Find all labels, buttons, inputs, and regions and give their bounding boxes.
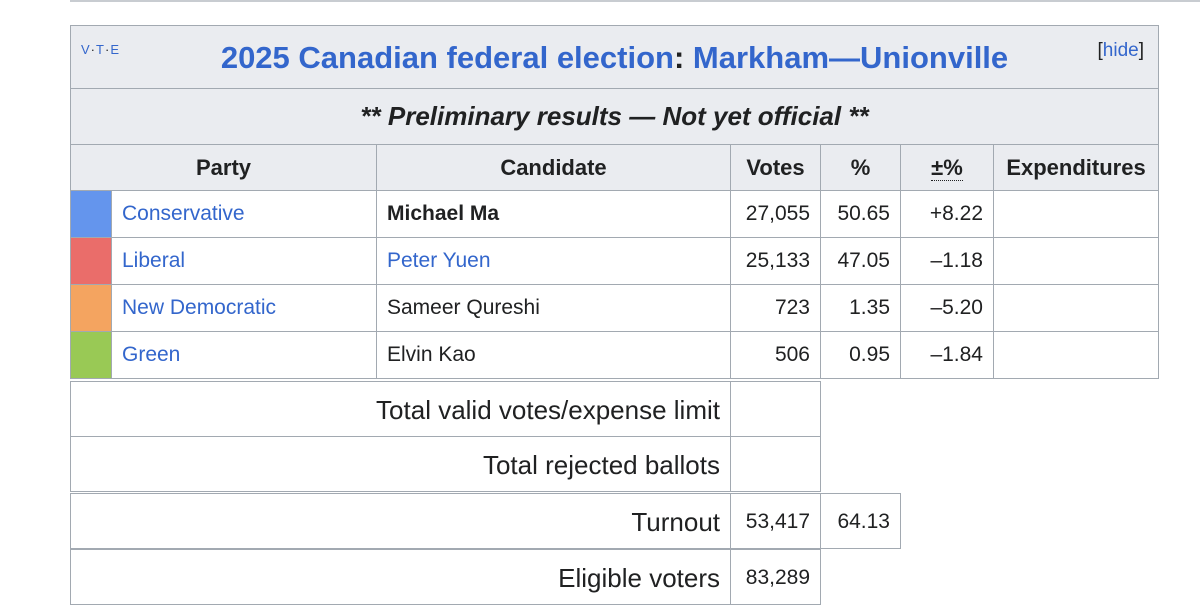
edit-template-link[interactable]: E xyxy=(110,42,120,57)
party-color-swatch xyxy=(70,237,112,285)
column-header-percent: % xyxy=(820,144,901,191)
party-color-swatch xyxy=(70,331,112,379)
preliminary-notice-bar: ** Preliminary results — Not yet officia… xyxy=(70,89,1159,145)
turnout-votes: 53,417 xyxy=(730,493,821,549)
expenditures-cell xyxy=(993,190,1159,238)
percent-cell: 50.65 xyxy=(820,190,901,238)
change-abbr[interactable]: ±% xyxy=(931,155,963,181)
candidate-name: Michael Ma xyxy=(376,190,731,238)
riding-link[interactable]: Markham—Unionville xyxy=(692,40,1009,75)
summary-value xyxy=(730,436,821,492)
turnout-percent: 64.13 xyxy=(820,493,901,549)
party-link[interactable]: Liberal xyxy=(122,249,186,272)
hide-link[interactable]: hide xyxy=(1102,40,1139,61)
change-cell: –5.20 xyxy=(900,284,994,332)
votes-cell: 25,133 xyxy=(730,237,821,285)
table-header-row: Party Candidate Votes % ±% Expenditures xyxy=(70,144,1159,191)
candidate-name: Sameer Qureshi xyxy=(376,284,731,332)
vte-links: V·T·E xyxy=(81,42,120,57)
column-header-expenditures: Expenditures xyxy=(993,144,1159,191)
summary-row-valid: Total valid votes/expense limit xyxy=(70,381,821,437)
table-row: Conservative Michael Ma 27,055 50.65 +8.… xyxy=(70,190,1159,238)
table-row: Liberal Peter Yuen 25,133 47.05 –1.18 xyxy=(70,237,1159,285)
table-title: 2025 Canadian federal election: Markham—… xyxy=(220,40,1009,75)
view-template-link[interactable]: V xyxy=(81,42,91,57)
party-link[interactable]: Conservative xyxy=(122,202,245,225)
hide-toggle[interactable]: [hide] xyxy=(1097,40,1144,61)
column-header-candidate: Candidate xyxy=(376,144,731,191)
candidate-name: Elvin Kao xyxy=(376,331,731,379)
expenditures-cell xyxy=(993,284,1159,332)
summary-row-turnout: Turnout 53,417 64.13 xyxy=(70,493,902,549)
party-color-swatch xyxy=(70,284,112,332)
summary-label: Total rejected ballots xyxy=(70,436,731,492)
top-divider xyxy=(70,0,1200,2)
talk-template-link[interactable]: T xyxy=(96,42,105,57)
table-row: New Democratic Sameer Qureshi 723 1.35 –… xyxy=(70,284,1159,332)
candidate-link[interactable]: Peter Yuen xyxy=(387,249,491,272)
summary-label: Eligible voters xyxy=(70,549,731,605)
column-header-party: Party xyxy=(70,144,377,191)
expenditures-cell xyxy=(993,331,1159,379)
expenditures-cell xyxy=(993,237,1159,285)
percent-cell: 1.35 xyxy=(820,284,901,332)
navbox-title-bar: V·T·E 2025 Canadian federal election: Ma… xyxy=(70,25,1159,89)
summary-label: Total valid votes/expense limit xyxy=(70,381,731,437)
summary-value xyxy=(730,381,821,437)
change-cell: –1.84 xyxy=(900,331,994,379)
percent-cell: 0.95 xyxy=(820,331,901,379)
party-color-swatch xyxy=(70,190,112,238)
preliminary-notice: ** Preliminary results — Not yet officia… xyxy=(360,101,869,131)
election-link[interactable]: 2025 Canadian federal election xyxy=(220,40,674,75)
column-header-change[interactable]: ±% xyxy=(900,144,994,191)
table-row: Green Elvin Kao 506 0.95 –1.84 xyxy=(70,331,1159,379)
eligible-votes: 83,289 xyxy=(730,549,821,605)
summary-row-rejected: Total rejected ballots xyxy=(70,436,821,492)
summary-row-eligible: Eligible voters 83,289 xyxy=(70,549,821,605)
party-link[interactable]: Green xyxy=(122,343,181,366)
votes-cell: 27,055 xyxy=(730,190,821,238)
votes-cell: 723 xyxy=(730,284,821,332)
change-cell: +8.22 xyxy=(900,190,994,238)
party-link[interactable]: New Democratic xyxy=(122,296,277,319)
change-cell: –1.18 xyxy=(900,237,994,285)
summary-label: Turnout xyxy=(70,493,731,549)
votes-cell: 506 xyxy=(730,331,821,379)
column-header-votes: Votes xyxy=(730,144,821,191)
percent-cell: 47.05 xyxy=(820,237,901,285)
